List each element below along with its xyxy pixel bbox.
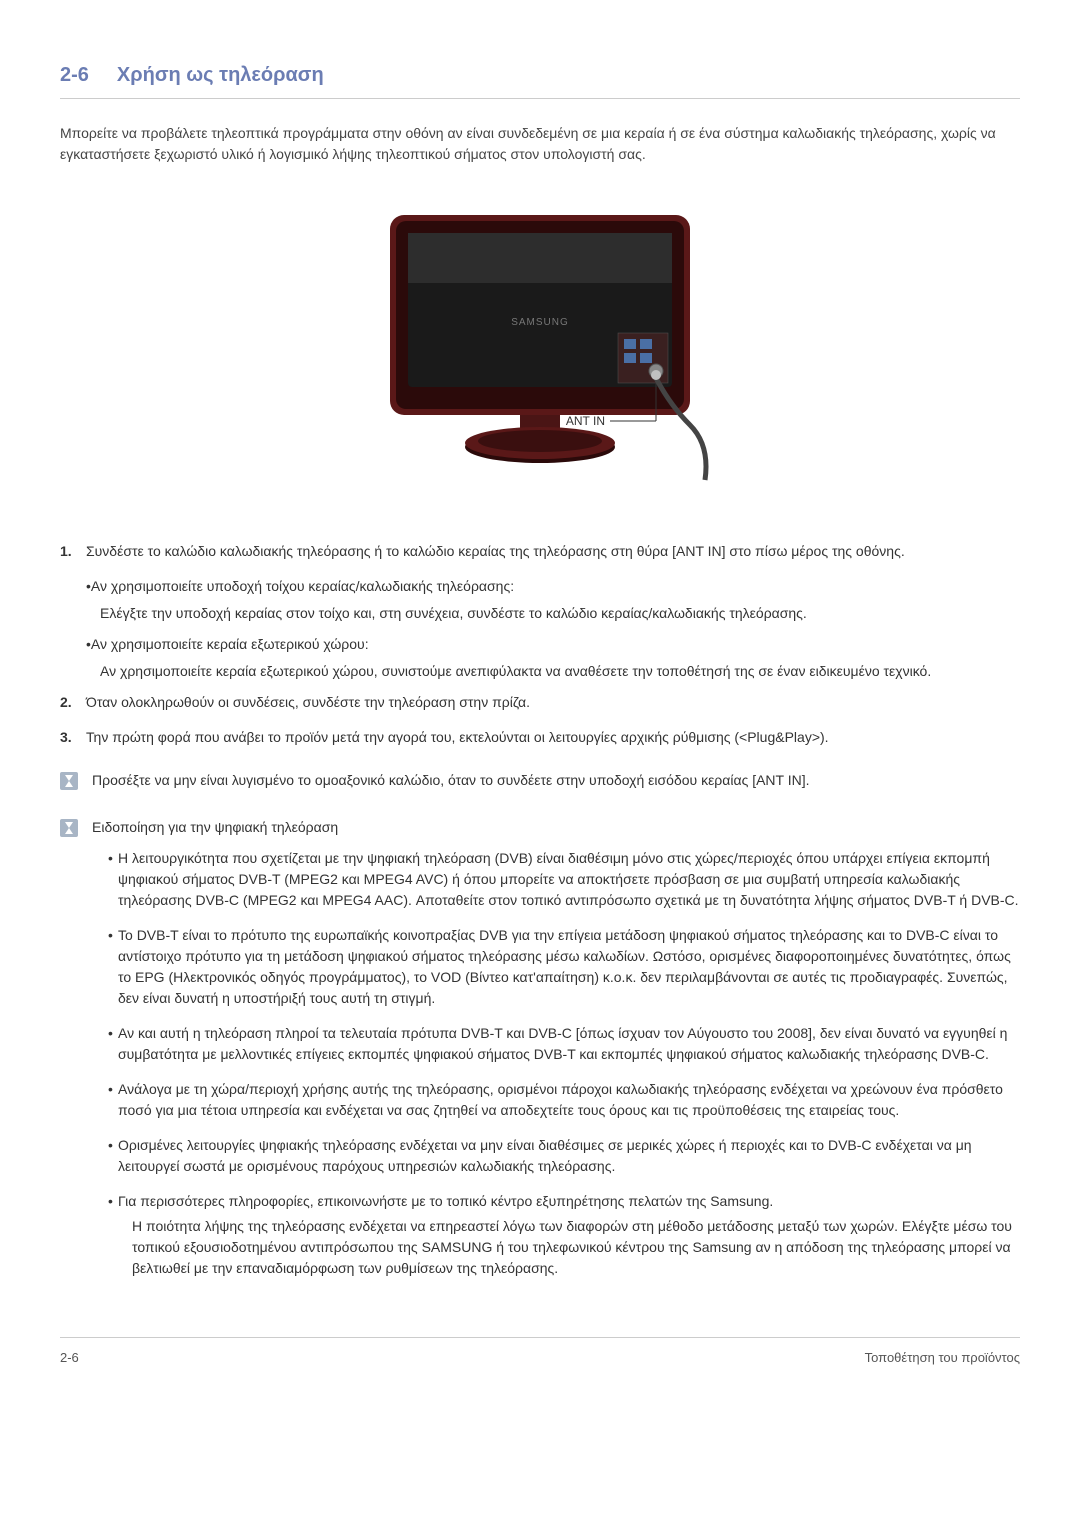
bullet-text: Ανάλογα με τη χώρα/περιοχή χρήσης αυτής … bbox=[118, 1079, 1020, 1121]
step-content: Όταν ολοκληρωθούν οι συνδέσεις, συνδέστε… bbox=[86, 692, 1020, 713]
bullet-marker: • bbox=[108, 1191, 118, 1212]
bullet-marker: • bbox=[108, 1023, 118, 1065]
step-sub-title: •Αν χρησιμοποιείτε κεραία εξωτερικού χώρ… bbox=[86, 634, 1020, 655]
info-bullet: •Για περισσότερες πληροφορίες, επικοινων… bbox=[108, 1191, 1020, 1279]
brand-label: SAMSUNG bbox=[511, 317, 569, 328]
section-title: Χρήση ως τηλεόραση bbox=[117, 60, 324, 90]
info-bullet: •Ανάλογα με τη χώρα/περιοχή χρήσης αυτής… bbox=[108, 1079, 1020, 1121]
monitor-illustration: SAMSUNG ANT IN bbox=[360, 195, 720, 485]
step-sublist: •Αν χρησιμοποιείτε υποδοχή τοίχου κεραία… bbox=[86, 576, 1020, 682]
note-digital-title: Ειδοποίηση για την ψηφιακή τηλεόραση bbox=[92, 817, 1020, 838]
bullet-text: Το DVB-T είναι το πρότυπο της ευρωπαϊκής… bbox=[118, 925, 1020, 1009]
note-coaxial: Προσέξτε να μην είναι λυγισμένο το ομοαξ… bbox=[60, 766, 1020, 795]
bullet-indent-text: Η ποιότητα λήψης της τηλεόρασης ενδέχετα… bbox=[132, 1216, 1020, 1279]
bullet-text: Για περισσότερες πληροφορίες, επικοινωνή… bbox=[118, 1191, 1020, 1212]
bullet-marker: • bbox=[108, 1079, 118, 1121]
step-number: 1. bbox=[60, 541, 86, 562]
step-text: Την πρώτη φορά που ανάβει το προϊόν μετά… bbox=[86, 727, 1020, 748]
step-number: 3. bbox=[60, 727, 86, 748]
step-item: 2.Όταν ολοκληρωθούν οι συνδέσεις, συνδέσ… bbox=[60, 692, 1020, 713]
note-digital-tv: Ειδοποίηση για την ψηφιακή τηλεόραση •Η … bbox=[60, 813, 1020, 1297]
note-coaxial-text: Προσέξτε να μην είναι λυγισμένο το ομοαξ… bbox=[92, 770, 1020, 791]
bullet-text: Ορισμένες λειτουργίες ψηφιακής τηλεόραση… bbox=[118, 1135, 1020, 1177]
step-item: 3.Την πρώτη φορά που ανάβει το προϊόν με… bbox=[60, 727, 1020, 748]
footer-left: 2-6 bbox=[60, 1348, 79, 1368]
product-image: SAMSUNG ANT IN bbox=[60, 195, 1020, 491]
section-number: 2-6 bbox=[60, 60, 89, 90]
info-bullet: •Η λειτουργικότητα που σχετίζεται με την… bbox=[108, 848, 1020, 911]
ant-in-label: ANT IN bbox=[566, 414, 605, 428]
info-icon bbox=[60, 772, 78, 790]
info-bullet: •Ορισμένες λειτουργίες ψηφιακής τηλεόρασ… bbox=[108, 1135, 1020, 1177]
step-item: 1.Συνδέστε το καλώδιο καλωδιακής τηλεόρα… bbox=[60, 541, 1020, 562]
intro-paragraph: Μπορείτε να προβάλετε τηλεοπτικά προγράμ… bbox=[60, 123, 1020, 165]
step-text: Όταν ολοκληρωθούν οι συνδέσεις, συνδέστε… bbox=[86, 692, 1020, 713]
info-bullet: •Αν και αυτή η τηλεόραση πληροί τα τελευ… bbox=[108, 1023, 1020, 1065]
step-sub-title: •Αν χρησιμοποιείτε υποδοχή τοίχου κεραία… bbox=[86, 576, 1020, 597]
section-header: 2-6 Χρήση ως τηλεόραση bbox=[60, 60, 1020, 99]
step-sub-body: Ελέγξτε την υποδοχή κεραίας στον τοίχο κ… bbox=[100, 603, 1020, 624]
bullet-text: Η λειτουργικότητα που σχετίζεται με την … bbox=[118, 848, 1020, 911]
bullet-marker: • bbox=[108, 1135, 118, 1177]
bullet-text: Αν και αυτή η τηλεόραση πληροί τα τελευτ… bbox=[118, 1023, 1020, 1065]
steps-list: 1.Συνδέστε το καλώδιο καλωδιακής τηλεόρα… bbox=[60, 541, 1020, 748]
step-content: Συνδέστε το καλώδιο καλωδιακής τηλεόραση… bbox=[86, 541, 1020, 562]
bullet-marker: • bbox=[108, 925, 118, 1009]
page-footer: 2-6 Τοποθέτηση του προϊόντος bbox=[60, 1337, 1020, 1368]
step-text: Συνδέστε το καλώδιο καλωδιακής τηλεόραση… bbox=[86, 541, 1020, 562]
info-icon bbox=[60, 819, 78, 837]
footer-right: Τοποθέτηση του προϊόντος bbox=[865, 1348, 1020, 1368]
info-bullet: •Το DVB-T είναι το πρότυπο της ευρωπαϊκή… bbox=[108, 925, 1020, 1009]
step-sub-body: Αν χρησιμοποιείτε κεραία εξωτερικού χώρο… bbox=[100, 661, 1020, 682]
bullet-marker: • bbox=[108, 848, 118, 911]
step-content: Την πρώτη φορά που ανάβει το προϊόν μετά… bbox=[86, 727, 1020, 748]
step-number: 2. bbox=[60, 692, 86, 713]
